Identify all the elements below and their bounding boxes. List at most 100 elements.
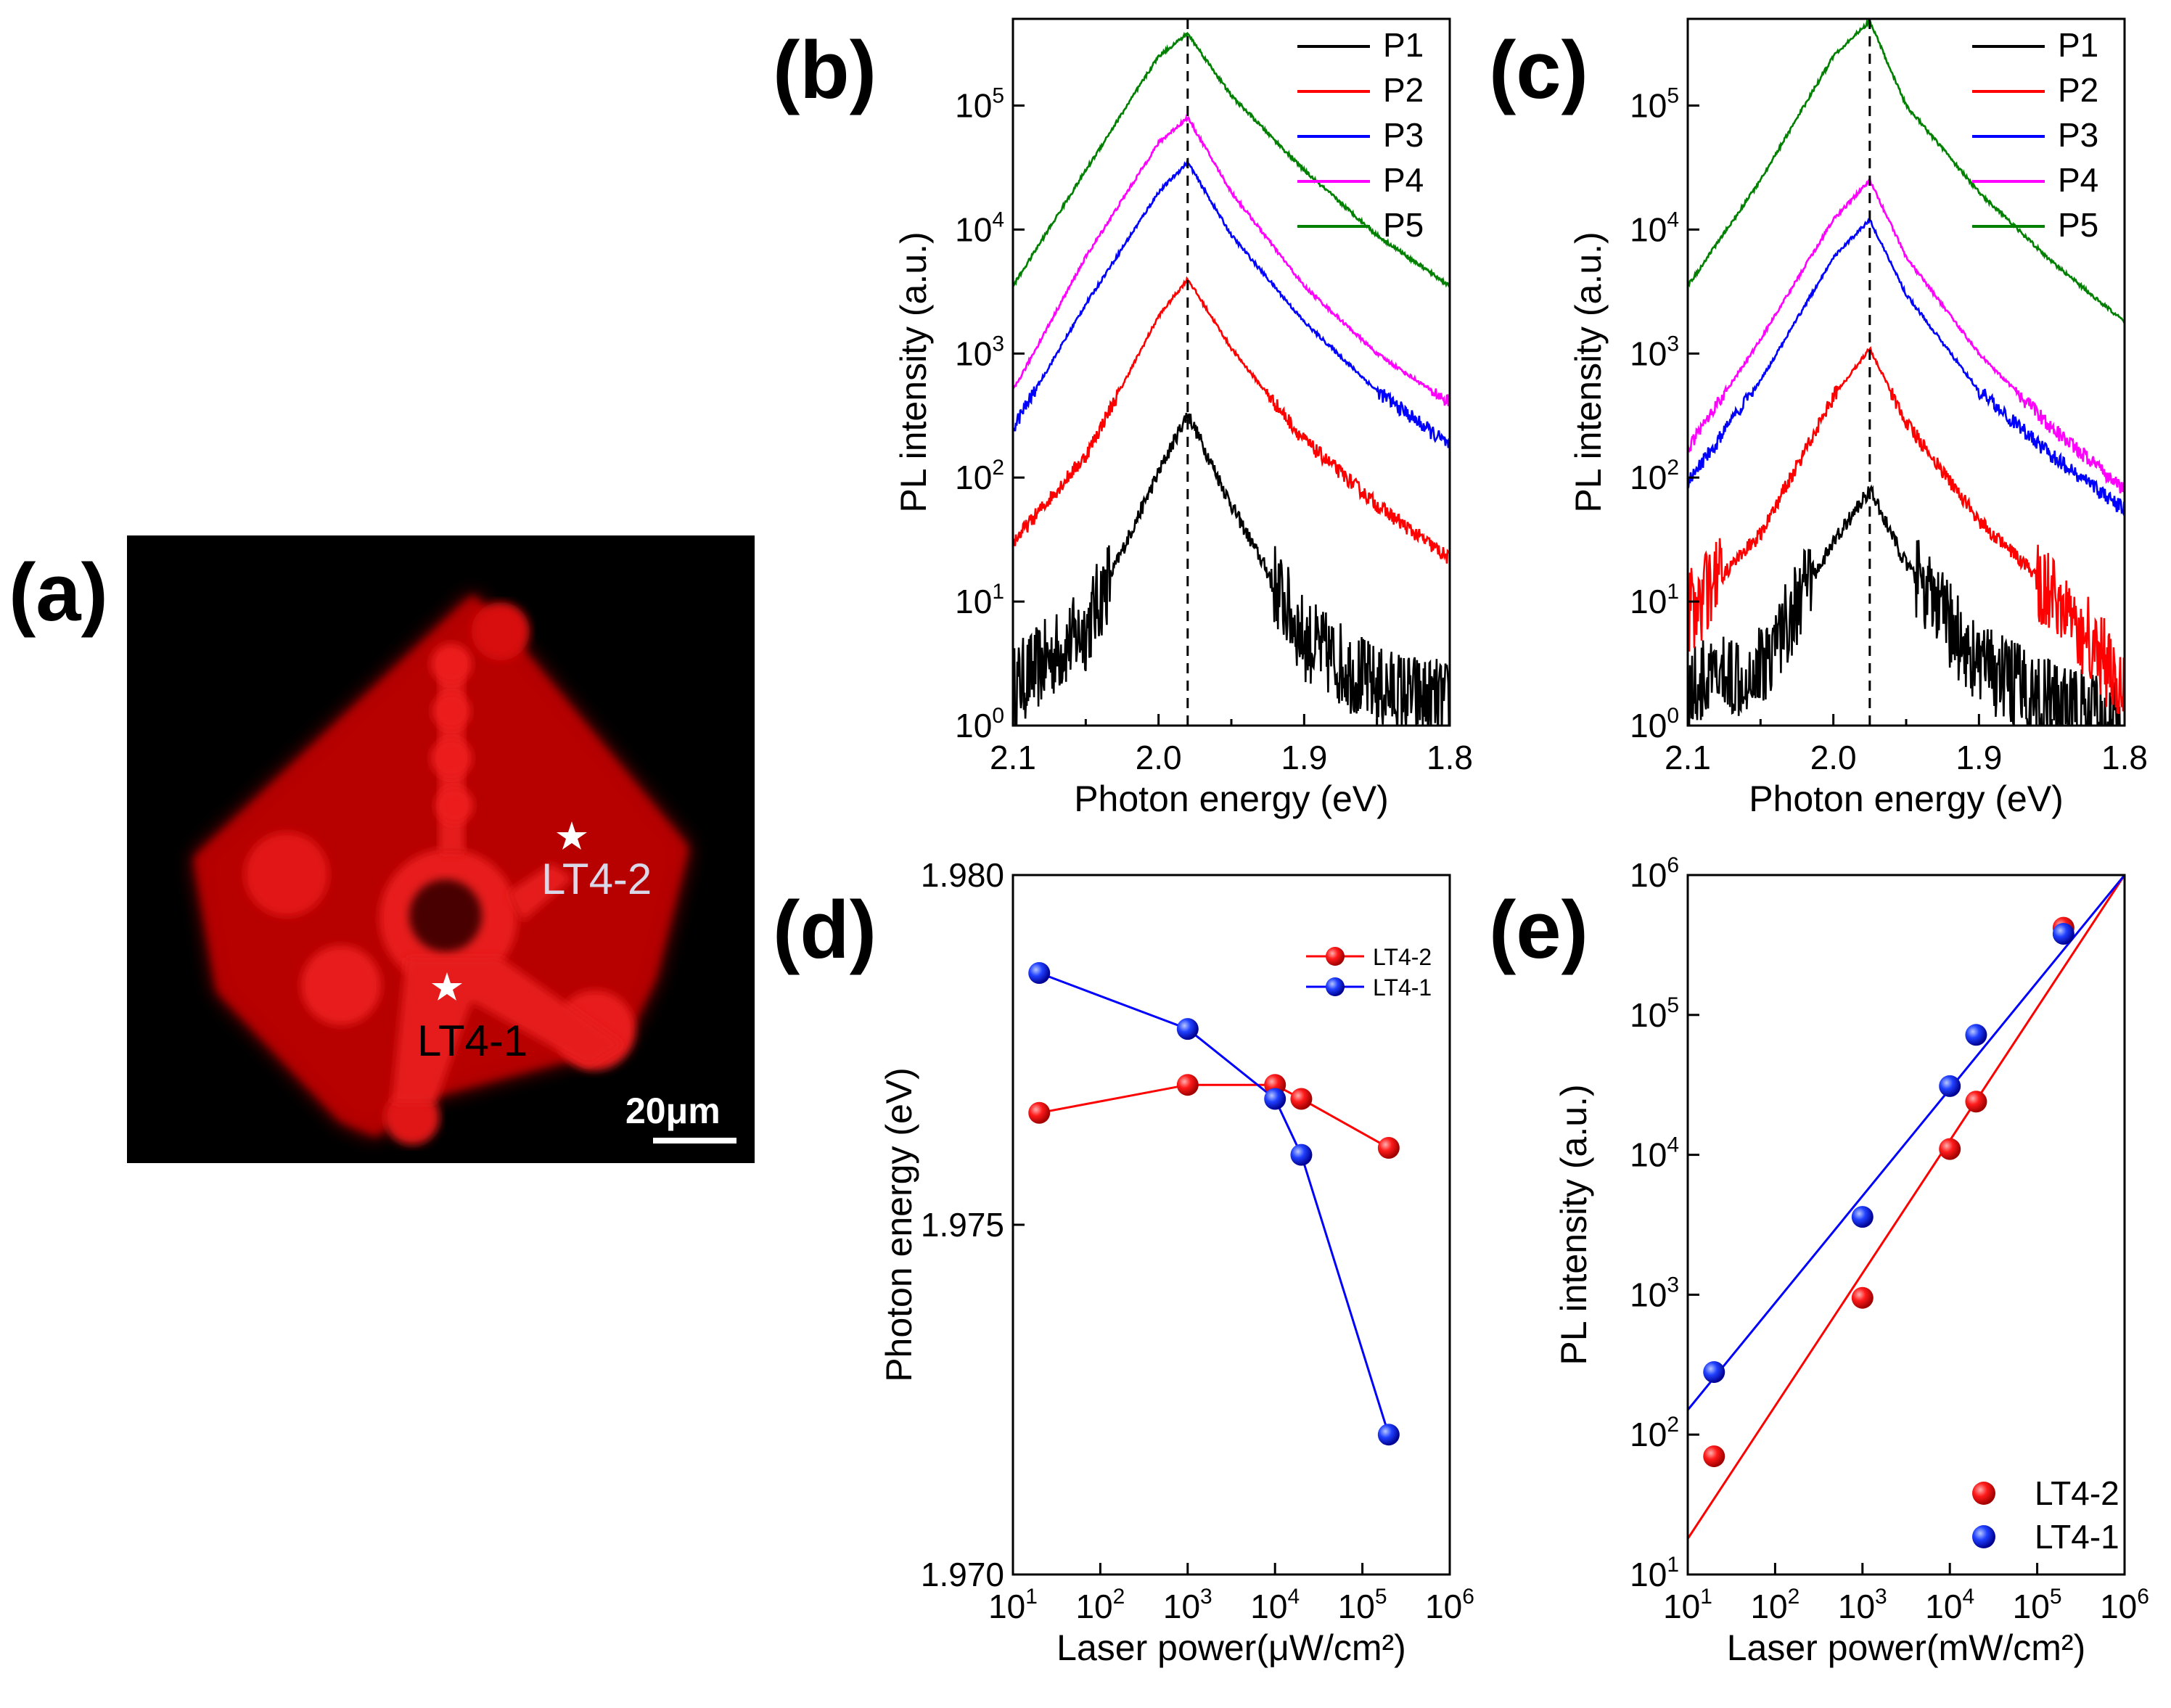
y-tick-label: 1.975 bbox=[921, 1206, 1004, 1244]
series-line-p5 bbox=[1688, 19, 2125, 324]
legend-label-p3: P3 bbox=[1383, 116, 1424, 154]
y-tick-label: 103 bbox=[1630, 332, 1679, 372]
data-point-lt4-2 bbox=[1939, 1138, 1961, 1160]
y-tick-label: 103 bbox=[955, 332, 1004, 372]
y-axis-title: PL intensity (a.u.) bbox=[1554, 1084, 1594, 1365]
series-line-p3 bbox=[1013, 157, 1450, 448]
legend-label-p5: P5 bbox=[2058, 206, 2098, 244]
series-line-p1 bbox=[1688, 484, 2125, 726]
y-tick-label: 104 bbox=[1630, 1133, 1679, 1174]
marker-lt4-1: LT4-1 bbox=[417, 972, 528, 1065]
plot-area bbox=[1013, 31, 1450, 726]
y-tick-label: 105 bbox=[1630, 993, 1679, 1034]
legend-label-p4: P4 bbox=[2058, 161, 2098, 199]
data-point-lt4-1 bbox=[1377, 1424, 1400, 1446]
x-tick-label: 106 bbox=[1425, 1585, 1474, 1625]
x-tick-label: 103 bbox=[1163, 1585, 1212, 1625]
legend-swatch-lt4-1 bbox=[1326, 977, 1345, 996]
plot-frame bbox=[1686, 874, 2126, 1576]
fit-line-lt4-2 bbox=[1688, 875, 2125, 1540]
data-point-lt4-1 bbox=[1965, 1024, 1987, 1046]
panel-label-c: (c) bbox=[1489, 25, 1588, 115]
y-tick-label: 105 bbox=[955, 83, 1004, 124]
y-axis-title: PL intensity (a.u.) bbox=[893, 231, 934, 512]
x-tick-label: 2.0 bbox=[1810, 739, 1857, 776]
y-tick-label: 101 bbox=[955, 580, 1004, 620]
data-point-lt4-2 bbox=[1290, 1088, 1313, 1110]
panel-d-photon-energy: 101 102 103 104 105 106 1.970 1.975 1.980 Laser p… bbox=[879, 856, 1474, 1668]
x-axis-title: Photon energy (eV) bbox=[1749, 779, 2064, 819]
panel-c-spectra: 2.1 2.0 1.9 1.8 100 101 102 103 104 105 Photon ene… bbox=[1568, 17, 2148, 819]
legend-label-lt4-1: LT4-1 bbox=[2035, 1518, 2119, 1556]
y-tick-label: 1.980 bbox=[921, 856, 1004, 894]
data-point-lt4-2 bbox=[1176, 1074, 1199, 1096]
scale-bar: 20μm bbox=[625, 1091, 736, 1144]
marker-lt4-2: LT4-2 bbox=[541, 821, 652, 903]
legend-label-p2: P2 bbox=[1383, 71, 1424, 109]
data-point-lt4-2 bbox=[1965, 1091, 1987, 1113]
data-point-lt4-1 bbox=[2052, 923, 2074, 945]
panel-label-b: (b) bbox=[773, 25, 877, 115]
legend-swatch-lt4-2 bbox=[1326, 947, 1345, 966]
panel-a: (a) LT4-2 LT4-1 bbox=[9, 535, 755, 1163]
y-axis-title: PL intensity (a.u.) bbox=[1568, 231, 1609, 512]
scale-bar-line bbox=[653, 1138, 736, 1144]
x-tick-label: 104 bbox=[1250, 1585, 1300, 1625]
x-tick-label: 106 bbox=[2100, 1585, 2149, 1625]
legend-label-lt4-2: LT4-2 bbox=[1373, 944, 1432, 970]
micrograph-flake bbox=[194, 595, 688, 1145]
x-tick-label: 101 bbox=[988, 1585, 1038, 1625]
data-point-lt4-2 bbox=[1703, 1445, 1725, 1468]
y-axis-title: Photon energy (eV) bbox=[879, 1067, 919, 1382]
x-tick-label: 2.1 bbox=[990, 739, 1036, 776]
legend: LT4-2 LT4-1 bbox=[1306, 944, 1432, 1001]
legend-label-lt4-1: LT4-1 bbox=[1373, 974, 1432, 1001]
legend-label-p2: P2 bbox=[2058, 71, 2098, 109]
scale-bar-label: 20μm bbox=[625, 1091, 721, 1131]
legend-label-p3: P3 bbox=[2058, 116, 2098, 154]
star-icon bbox=[432, 972, 462, 1001]
data-point-lt4-2 bbox=[1851, 1286, 1874, 1309]
x-tick-label: 103 bbox=[1838, 1585, 1887, 1625]
series-line-p1 bbox=[1013, 412, 1450, 726]
x-tick-label: 2.1 bbox=[1665, 739, 1711, 776]
panel-label-e: (e) bbox=[1489, 884, 1588, 975]
x-tick-label: 105 bbox=[1338, 1585, 1387, 1625]
x-tick-label: 1.8 bbox=[2101, 739, 2148, 776]
panel-label-a: (a) bbox=[9, 547, 108, 638]
x-tick-label: 1.9 bbox=[1281, 739, 1327, 776]
marker-label-lt4-2: LT4-2 bbox=[541, 855, 652, 903]
y-tick-label: 102 bbox=[1630, 456, 1679, 496]
series-line-lt4-1 bbox=[1038, 972, 1390, 1435]
star-icon bbox=[557, 821, 587, 850]
y-tick-label: 105 bbox=[1630, 83, 1679, 124]
legend: P1 P2 P3 P4 P5 bbox=[1972, 26, 2098, 244]
series-line-p4 bbox=[1688, 176, 2125, 494]
y-tick-label: 1.970 bbox=[921, 1556, 1004, 1593]
data-point-lt4-1 bbox=[1176, 1018, 1199, 1040]
legend-label-p4: P4 bbox=[1383, 161, 1424, 199]
x-tick-label: 104 bbox=[1925, 1585, 1974, 1625]
x-axis-title: Laser power(mW/cm²) bbox=[1727, 1627, 2085, 1668]
series-line-p4 bbox=[1013, 113, 1450, 406]
panel-label-d: (d) bbox=[773, 884, 877, 975]
series-line-p3 bbox=[1688, 217, 2125, 517]
data-point-lt4-1 bbox=[1939, 1075, 1961, 1097]
x-tick-label: 1.8 bbox=[1427, 739, 1473, 776]
y-tick-label: 103 bbox=[1630, 1273, 1679, 1313]
legend: P1 P2 P3 P4 P5 bbox=[1297, 26, 1424, 244]
series-line-p2 bbox=[1013, 276, 1450, 564]
legend-label-lt4-2: LT4-2 bbox=[2035, 1474, 2119, 1512]
legend: LT4-2 LT4-1 bbox=[1972, 1474, 2119, 1556]
panel-b-spectra: 2.1 2.0 1.9 1.8 100 101 102 103 104 105 Photon ene… bbox=[893, 17, 1473, 819]
y-tick-label: 102 bbox=[955, 456, 1004, 496]
data-point-lt4-2 bbox=[1377, 1136, 1400, 1159]
x-axis-title: Photon energy (eV) bbox=[1074, 779, 1389, 819]
y-tick-label: 106 bbox=[1630, 853, 1679, 894]
data-point-lt4-1 bbox=[1703, 1360, 1725, 1383]
legend-label-p1: P1 bbox=[1383, 26, 1424, 64]
y-tick-label: 104 bbox=[955, 208, 1004, 248]
panel-e-pl-intensity: 101 102 103 104 105 106 101 102 103 104 105 106 Lase… bbox=[1554, 853, 2149, 1668]
y-tick-label: 100 bbox=[1630, 704, 1679, 744]
